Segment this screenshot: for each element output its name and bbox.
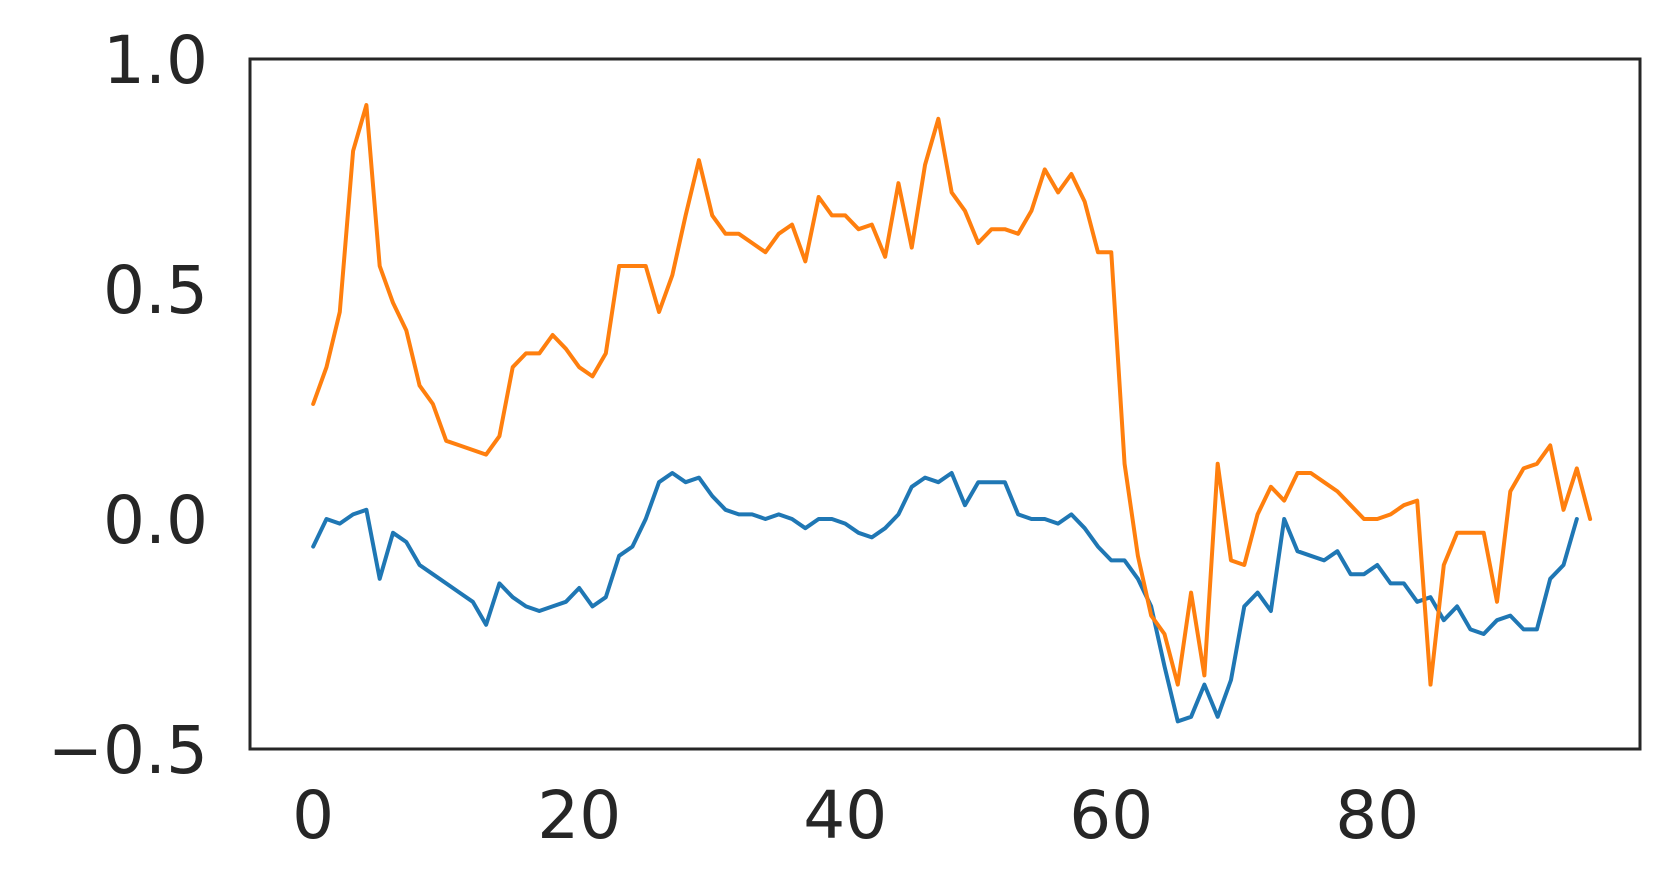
series-layer xyxy=(311,103,1593,724)
x-tick-label: 20 xyxy=(537,777,621,854)
series-line-1 xyxy=(311,471,1579,724)
x-tick-40: 40 xyxy=(803,777,887,854)
y-tick-0: −0.5 xyxy=(48,712,208,789)
y-tick-label: 1.0 xyxy=(103,22,208,99)
x-tick-label: 60 xyxy=(1069,777,1153,854)
x-axis-ticks: 0 20 40 60 80 xyxy=(292,777,1419,854)
x-tick-60: 60 xyxy=(1069,777,1153,854)
x-tick-0: 0 xyxy=(292,777,334,854)
series-line-2 xyxy=(311,103,1593,687)
x-tick-80: 80 xyxy=(1335,777,1419,854)
y-tick-3: 1.0 xyxy=(103,22,208,99)
y-tick-label: 0.5 xyxy=(103,252,208,329)
y-tick-label: −0.5 xyxy=(48,712,208,789)
y-tick-label: 0.0 xyxy=(103,482,208,559)
x-tick-label: 40 xyxy=(803,777,887,854)
x-tick-label: 0 xyxy=(292,777,334,854)
y-axis-ticks: −0.5 0.0 0.5 1.0 xyxy=(48,22,208,789)
plot-frame xyxy=(248,57,1642,751)
y-tick-1: 0.0 xyxy=(103,482,208,559)
x-tick-label: 80 xyxy=(1335,777,1419,854)
y-tick-2: 0.5 xyxy=(103,252,208,329)
x-tick-20: 20 xyxy=(537,777,621,854)
